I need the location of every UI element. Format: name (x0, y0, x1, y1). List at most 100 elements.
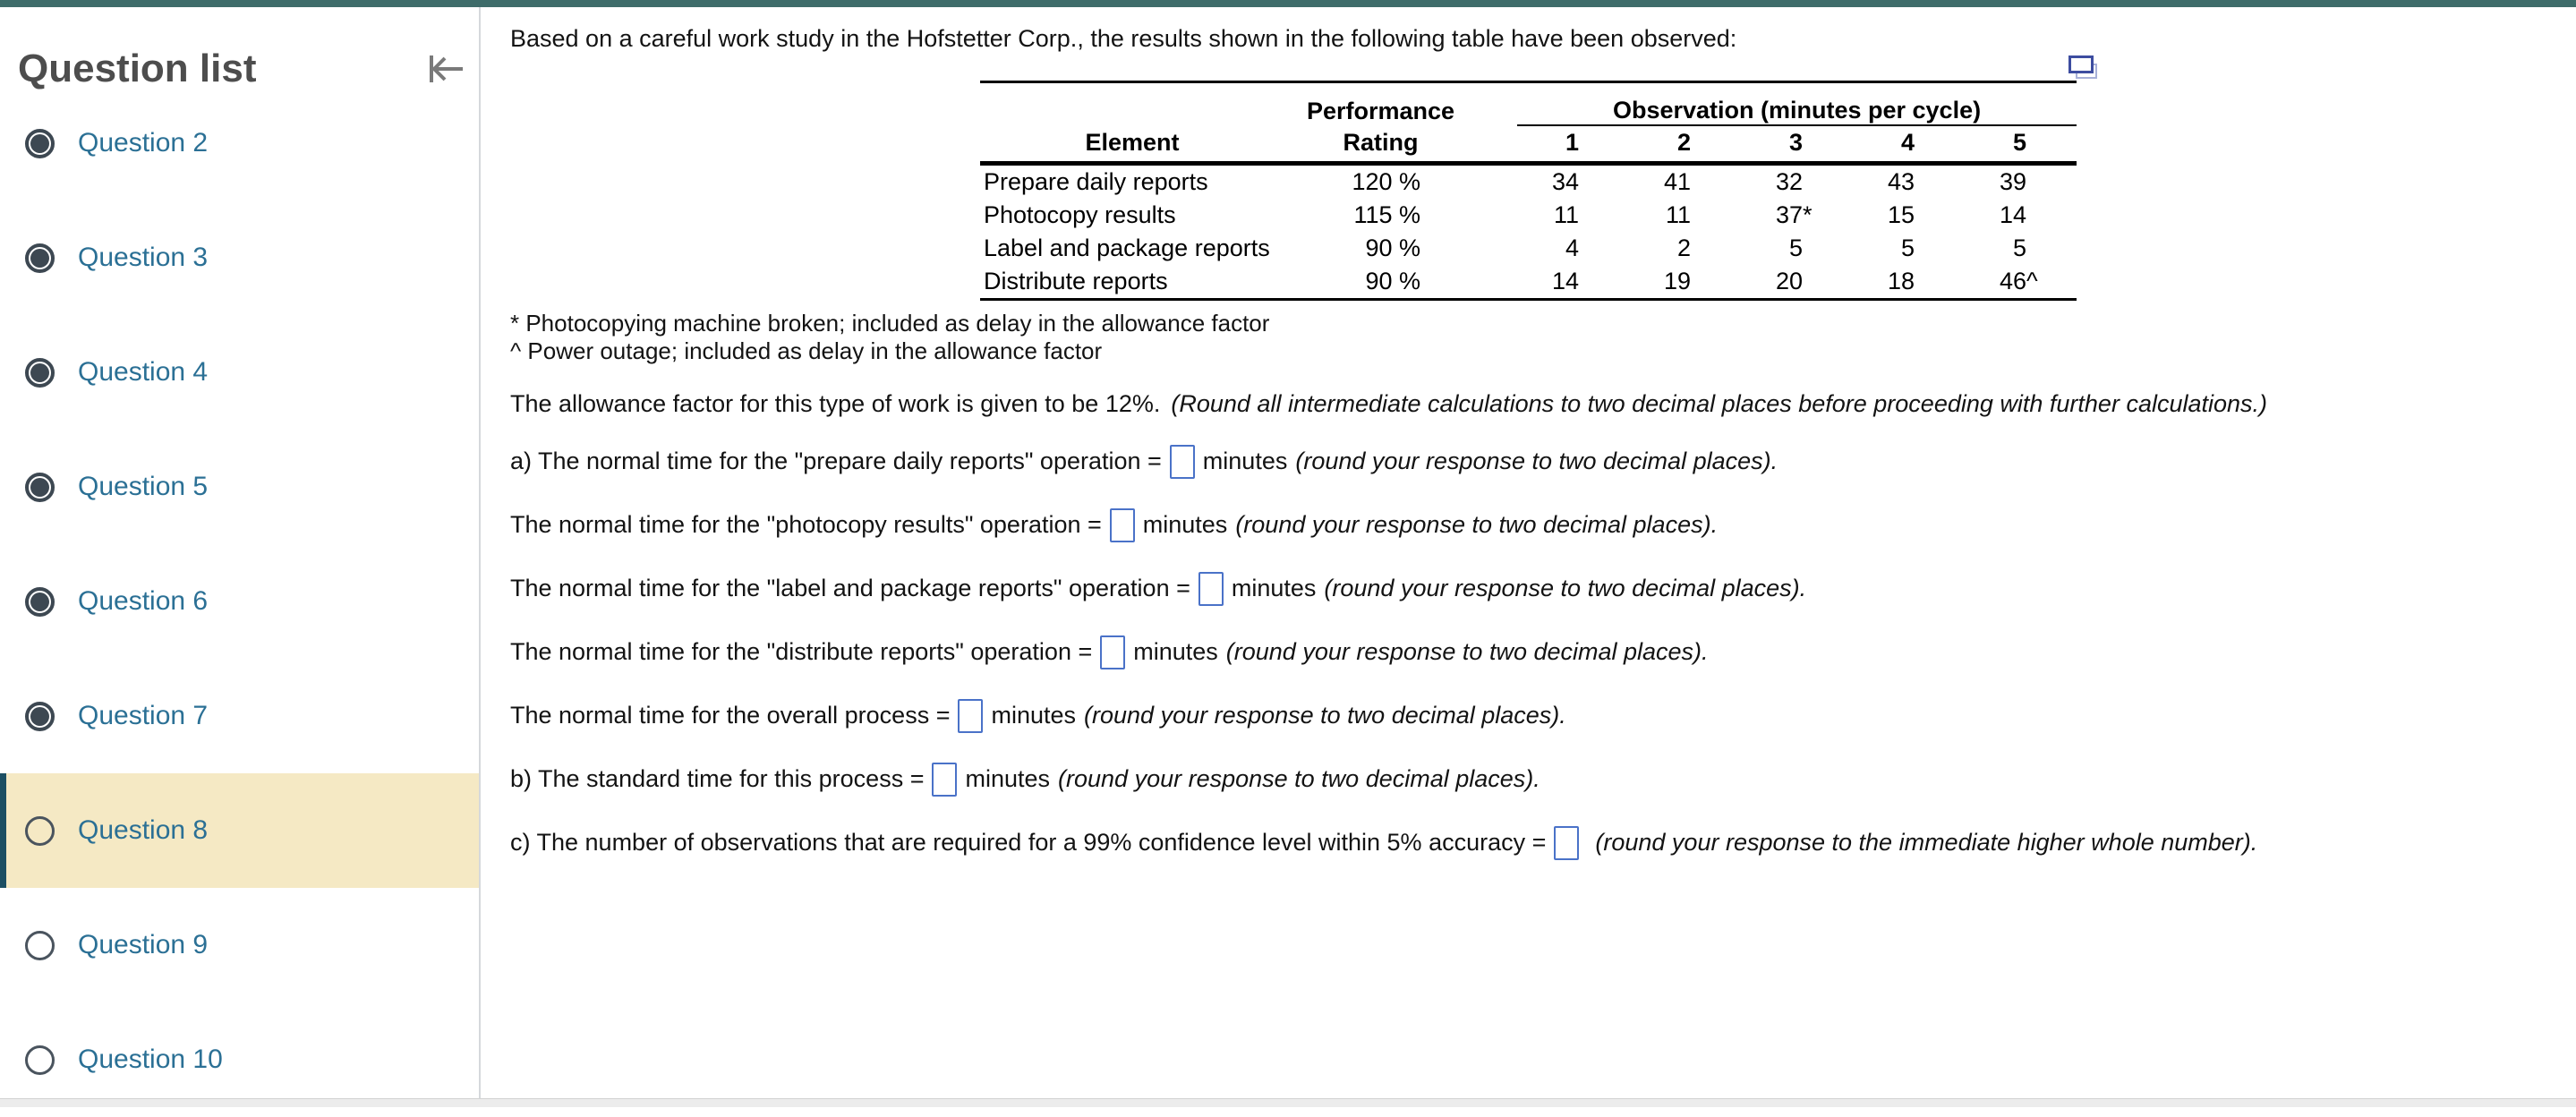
question-link-label: Question 9 (78, 930, 209, 959)
answer-unit-label: minutes (1142, 511, 1228, 538)
observation-cell: 4 (1565, 234, 1579, 261)
question-link-label: Question 7 (78, 701, 209, 730)
answer-input-5[interactable] (958, 698, 984, 733)
observation-cell: 2 (1676, 234, 1691, 261)
radio-current-icon (25, 815, 55, 846)
table-header-cell: 3 (1741, 125, 1853, 166)
collapse-left-icon (423, 55, 468, 94)
collapse-sidebar-button[interactable] (423, 47, 468, 91)
observation-cell: 46^ (2000, 268, 2038, 294)
answer-row: The normal time for the overall process … (510, 684, 2567, 747)
answer-prompt: The normal time for the "distribute repo… (510, 638, 1093, 665)
observation-cell: 5 (1900, 234, 1915, 261)
rounding-note: (round your response to the immediate hi… (1595, 829, 2258, 856)
answer-input-2[interactable] (1109, 507, 1135, 542)
footnote-line: * Photocopying machine broken; included … (510, 310, 1270, 337)
observation-cell: 41 (1663, 168, 1691, 195)
table-header-cell: 1 (1517, 125, 1629, 166)
answer-prompt: The normal time for the "label and packa… (510, 575, 1190, 601)
observation-cell: 34 (1551, 168, 1579, 195)
table-row: Label and package reports 90 % 4 2 5 5 5 (980, 232, 2077, 265)
sidebar-item-question-2[interactable]: Question 2 (0, 86, 479, 200)
question-link-label: Question 5 (78, 472, 209, 501)
question-list: Question 2 Question 3 Question 4 Question 5… (0, 86, 479, 1117)
sidebar-item-question-5[interactable]: Question 5 (0, 430, 479, 544)
question-link-label: Question 6 (78, 586, 209, 616)
rating-cell: 90 % (1365, 268, 1420, 294)
answer-section: a) The normal time for the "prepare dail… (510, 430, 2567, 874)
answer-row: The normal time for the "label and packa… (510, 557, 2567, 620)
table-row: Photocopy results 115 % 11 11 37* 15 14 (980, 199, 2077, 232)
sidebar-item-question-4[interactable]: Question 4 (0, 315, 479, 430)
question-link-label: Question 4 (78, 357, 209, 387)
bottom-edge-bar (0, 1098, 2576, 1107)
answer-unit-label: minutes (1133, 638, 1218, 665)
answer-prompt: The normal time for the "photocopy resul… (510, 511, 1102, 538)
observation-table-body: Prepare daily reports 120 % 34 41 32 43 39 Phot… (980, 164, 2077, 300)
table-header-cell: 2 (1629, 125, 1741, 166)
answer-row: b) The standard time for this process = m… (510, 747, 2567, 811)
question-link-label: Question 2 (78, 128, 209, 158)
answer-input-3[interactable] (1198, 571, 1224, 606)
sidebar-item-question-8[interactable]: Question 8 (0, 773, 479, 888)
answer-input-1[interactable] (1169, 444, 1195, 479)
radio-answered-icon (25, 243, 55, 273)
table-header-cell: 5 (1965, 125, 2077, 166)
observation-table-header: Performance Observation (minutes per cycl… (980, 81, 2077, 166)
observation-cell: 19 (1663, 268, 1691, 294)
rounding-note: (round your response to two decimal plac… (1235, 511, 1719, 538)
rating-cell: 115 % (1353, 201, 1420, 228)
table-header-cell: Rating (1284, 125, 1517, 166)
table-header-cell: Element (980, 125, 1284, 166)
radio-answered-icon (25, 472, 55, 502)
observation-cell: 14 (2000, 201, 2027, 228)
sidebar-item-question-7[interactable]: Question 7 (0, 659, 479, 773)
table-header-cell (980, 82, 1284, 126)
rounding-note: (round your response to two decimal plac… (1295, 448, 1778, 474)
question-link-label: Question 8 (78, 815, 209, 845)
answer-row: The normal time for the "photocopy resul… (510, 493, 2567, 557)
question-content-panel: Based on a careful work study in the Hof… (482, 7, 2576, 1099)
observation-cell: 15 (1887, 201, 1915, 228)
sidebar-item-question-9[interactable]: Question 9 (0, 888, 479, 1002)
radio-answered-icon (25, 357, 55, 388)
answer-input-4[interactable] (1100, 635, 1126, 669)
answer-prompt: The normal time for the overall process … (510, 702, 951, 729)
observation-cell: 11 (1553, 201, 1579, 228)
element-cell: Prepare daily reports (984, 168, 1208, 195)
answer-unit-label: minutes (965, 765, 1051, 792)
observation-cell: 5 (2013, 234, 2027, 261)
question-link-label: Question 10 (78, 1045, 223, 1074)
sidebar-item-question-3[interactable]: Question 3 (0, 200, 479, 315)
radio-answered-icon (25, 701, 55, 731)
allowance-factor-text: The allowance factor for this type of wo… (510, 390, 2267, 418)
observation-cell: 5 (1788, 234, 1803, 261)
table-footnotes: * Photocopying machine broken; included … (510, 310, 1269, 365)
table-row: Distribute reports 90 % 14 19 20 18 46^ (980, 265, 2077, 300)
table-header-cell: 4 (1853, 125, 1965, 166)
answer-row: c) The number of observations that are r… (510, 811, 2567, 874)
observation-cell: 39 (2000, 168, 2027, 195)
observation-cell: 20 (1775, 268, 1803, 294)
answer-input-7[interactable] (1554, 825, 1580, 860)
observation-cell: 18 (1887, 268, 1915, 294)
rounding-note: (round your response to two decimal plac… (1225, 638, 1709, 665)
answer-prompt: b) The standard time for this process = (510, 765, 925, 792)
top-accent-bar (0, 0, 2576, 7)
sidebar-item-question-6[interactable]: Question 6 (0, 544, 479, 659)
answer-row: The normal time for the "distribute repo… (510, 620, 2567, 684)
table-header-cell: Observation (minutes per cycle) (1517, 81, 2077, 126)
problem-statement: Based on a careful work study in the Hof… (510, 25, 1737, 52)
observation-cell: 11 (1665, 201, 1691, 228)
observation-cell: 37* (1775, 201, 1813, 228)
question-list-sidebar: Question list Question 2 Question 3 Questi… (0, 7, 481, 1099)
answer-input-6[interactable] (932, 762, 958, 797)
sidebar-title: Question list (18, 47, 257, 90)
question-link-label: Question 3 (78, 243, 209, 272)
popout-table-button[interactable] (2068, 55, 2099, 82)
rating-cell: 90 % (1365, 234, 1420, 261)
observation-cell: 14 (1551, 268, 1579, 294)
answer-row: a) The normal time for the "prepare dail… (510, 430, 2567, 493)
sidebar-item-question-10[interactable]: Question 10 (0, 1002, 479, 1117)
answer-prompt: c) The number of observations that are r… (510, 829, 1547, 856)
